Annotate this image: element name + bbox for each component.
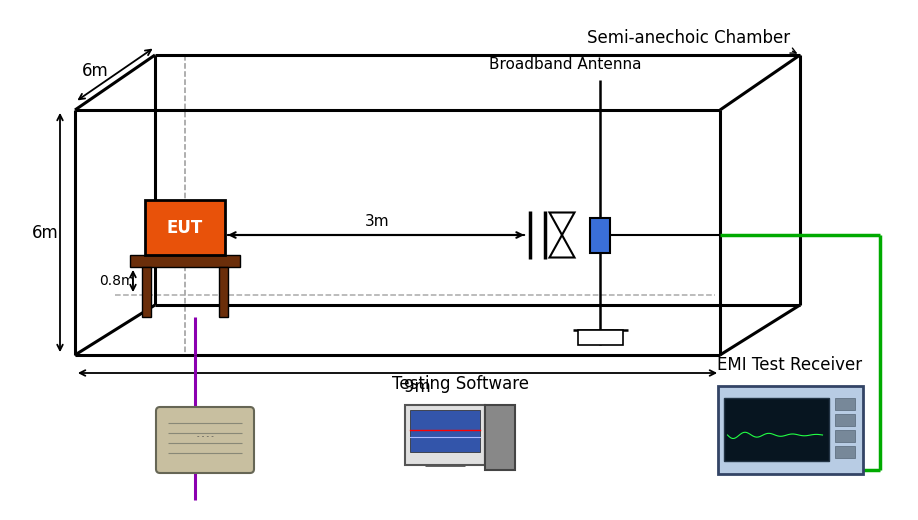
Text: 3m: 3m	[365, 214, 390, 228]
Text: Broadband Antenna: Broadband Antenna	[488, 57, 642, 72]
Bar	[405, 405, 485, 465]
Bar	[410, 410, 480, 452]
Bar	[723, 398, 829, 461]
Text: EMI Test Receiver: EMI Test Receiver	[718, 356, 863, 374]
Text: 0.8m: 0.8m	[99, 274, 135, 288]
Bar	[130, 255, 240, 267]
Text: Testing Software: Testing Software	[391, 375, 529, 393]
Bar	[834, 446, 855, 458]
Bar	[718, 386, 863, 474]
Text: 6m: 6m	[82, 61, 108, 80]
Bar	[142, 267, 151, 317]
Text: EUT: EUT	[167, 218, 203, 237]
Bar	[577, 330, 622, 345]
Text: 6m: 6m	[31, 224, 59, 241]
Bar	[834, 414, 855, 426]
FancyBboxPatch shape	[156, 407, 254, 473]
Bar	[485, 405, 515, 470]
Text: Semi-anechoic Chamber: Semi-anechoic Chamber	[587, 29, 790, 47]
Polygon shape	[550, 235, 575, 257]
Bar	[145, 200, 225, 255]
Polygon shape	[550, 213, 575, 235]
Bar	[834, 398, 855, 410]
Bar	[834, 430, 855, 442]
Bar	[590, 217, 610, 253]
Text: 9m: 9m	[404, 378, 431, 396]
Text: - - - -: - - - -	[196, 433, 213, 439]
Bar	[219, 267, 228, 317]
